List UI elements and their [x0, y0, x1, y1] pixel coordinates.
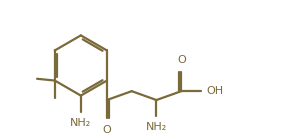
Text: NH₂: NH₂	[146, 122, 167, 132]
Text: OH: OH	[206, 86, 223, 96]
Text: O: O	[103, 125, 111, 134]
Text: O: O	[177, 55, 186, 65]
Text: NH₂: NH₂	[70, 118, 91, 128]
